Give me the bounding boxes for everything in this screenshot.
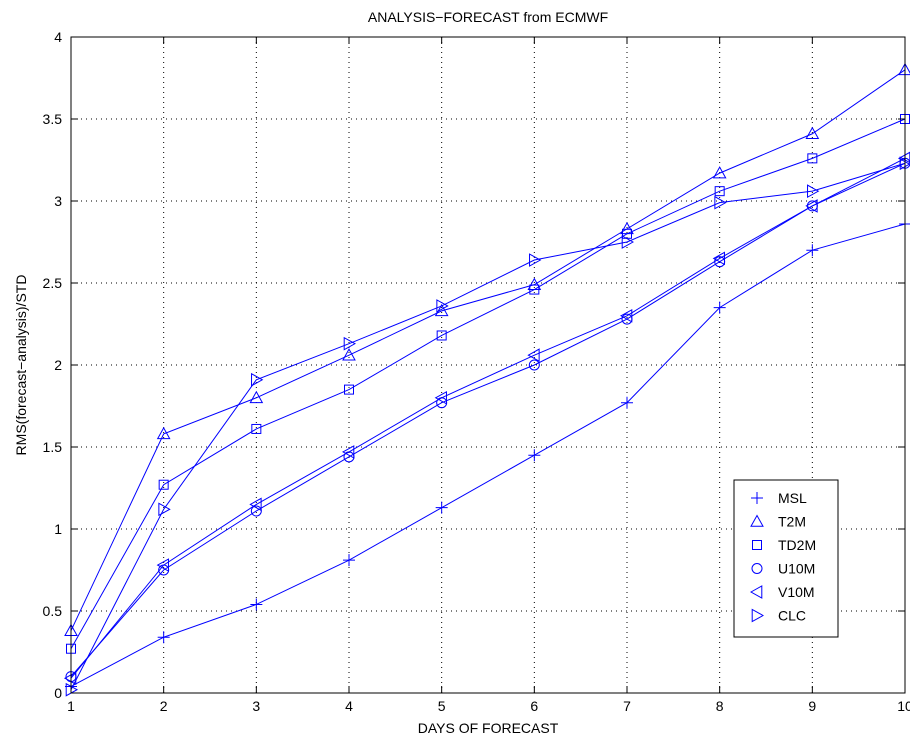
data-point-clc xyxy=(621,235,635,249)
data-point-td2m xyxy=(529,284,540,295)
series-line-td2m xyxy=(70,118,906,649)
series-layer xyxy=(63,62,910,697)
series-line-t2m xyxy=(70,69,906,631)
x-tick-label: 8 xyxy=(716,698,724,714)
data-point-t2m xyxy=(342,348,356,361)
data-point-clc xyxy=(343,336,357,351)
legend-item-u10m: U10M xyxy=(751,561,815,577)
y-tick-label: 4 xyxy=(54,29,62,45)
legend-item-td2m: TD2M xyxy=(752,537,816,553)
data-point-msl xyxy=(621,396,633,409)
data-point-t2m xyxy=(805,126,820,140)
legend-label-t2m: T2M xyxy=(778,514,806,530)
data-point-td2m xyxy=(344,384,354,395)
data-point-clc xyxy=(899,156,910,171)
data-point-u10m xyxy=(528,359,540,371)
series-clc xyxy=(65,156,910,697)
data-point-v10m xyxy=(63,671,77,686)
x-tick-label: 2 xyxy=(160,698,168,714)
data-point-v10m xyxy=(434,390,447,405)
x-tick-label: 6 xyxy=(530,698,538,714)
legend-label-v10m: V10M xyxy=(778,584,815,600)
data-point-clc xyxy=(714,195,727,210)
legend-item-msl: MSL xyxy=(751,490,807,506)
y-tick-label: 0.5 xyxy=(43,603,63,619)
legend-marker-msl xyxy=(751,492,763,504)
data-point-t2m xyxy=(434,303,449,317)
y-tick-label: 3.5 xyxy=(43,111,63,127)
data-point-t2m xyxy=(156,426,171,440)
series-line-clc xyxy=(70,162,906,690)
legend-item-t2m: T2M xyxy=(750,514,806,530)
series-v10m xyxy=(63,151,910,686)
data-point-v10m xyxy=(527,348,540,363)
legend-marker-t2m xyxy=(750,514,764,527)
series-msl xyxy=(65,217,910,693)
legend-item-v10m: V10M xyxy=(749,584,815,600)
legend-label-clc: CLC xyxy=(778,608,806,624)
x-tick-label: 9 xyxy=(808,698,816,714)
data-point-msl xyxy=(528,449,541,462)
legend-label-u10m: U10M xyxy=(778,561,815,577)
series-line-v10m xyxy=(70,157,906,679)
x-tick-label: 1 xyxy=(67,698,75,714)
y-tick-label: 1 xyxy=(54,521,62,537)
y-tick-label: 1.5 xyxy=(43,439,63,455)
series-line-u10m xyxy=(70,162,906,677)
y-tick-label: 3 xyxy=(54,193,62,209)
data-point-clc xyxy=(807,184,820,199)
axis-ticks: 1 2 3 4 5 6 7 8 9 10 0 0.5 1 1.5 2 2.5 3 3.5 4 xyxy=(43,29,910,714)
data-point-msl xyxy=(157,631,170,644)
legend-box xyxy=(733,479,839,638)
series-line-msl xyxy=(70,223,906,687)
x-axis-label: DAYS OF FORECAST xyxy=(418,720,559,736)
x-tick-label: 4 xyxy=(345,698,353,714)
legend-label-td2m: TD2M xyxy=(778,537,816,553)
y-tick-label: 0 xyxy=(54,685,62,701)
y-tick-label: 2.5 xyxy=(43,275,63,291)
data-point-msl xyxy=(713,301,726,314)
data-point-td2m xyxy=(714,186,725,197)
x-tick-label: 10 xyxy=(897,698,910,714)
data-point-td2m xyxy=(251,423,262,434)
data-point-v10m xyxy=(619,308,633,323)
data-point-msl xyxy=(250,598,263,611)
x-tick-label: 7 xyxy=(623,698,631,714)
data-point-v10m xyxy=(805,199,818,213)
data-point-v10m xyxy=(156,558,169,572)
data-point-msl xyxy=(806,244,819,257)
data-point-msl xyxy=(343,554,355,567)
legend-marker-u10m xyxy=(751,563,763,574)
data-point-v10m xyxy=(341,445,355,459)
data-point-t2m xyxy=(249,390,264,404)
data-point-t2m xyxy=(712,166,727,179)
legend-item-clc: CLC xyxy=(751,608,806,624)
data-point-clc xyxy=(251,372,264,387)
data-point-clc xyxy=(529,253,542,267)
y-tick-label: 2 xyxy=(54,357,62,373)
data-point-td2m xyxy=(436,330,447,341)
x-tick-label: 5 xyxy=(438,698,446,714)
legend-marker-clc xyxy=(751,608,765,623)
data-point-td2m xyxy=(807,153,818,164)
legend-marker-td2m xyxy=(752,540,762,550)
data-point-msl xyxy=(435,501,448,514)
series-t2m xyxy=(64,62,910,636)
data-point-v10m xyxy=(712,251,725,266)
data-point-clc xyxy=(436,299,449,313)
legend-label-msl: MSL xyxy=(778,490,807,506)
data-point-td2m xyxy=(158,479,169,490)
data-point-v10m xyxy=(249,497,262,512)
y-axis-label: RMS(forecast−analysis)/STD xyxy=(13,275,29,456)
legend: MSL T2M TD2M U10M V10M CLC xyxy=(733,479,839,638)
x-tick-label: 3 xyxy=(252,698,260,714)
legend-marker-v10m xyxy=(749,585,763,599)
chart-title: ANALYSIS−FORECAST from ECMWF xyxy=(368,9,608,25)
data-point-clc xyxy=(158,502,171,517)
